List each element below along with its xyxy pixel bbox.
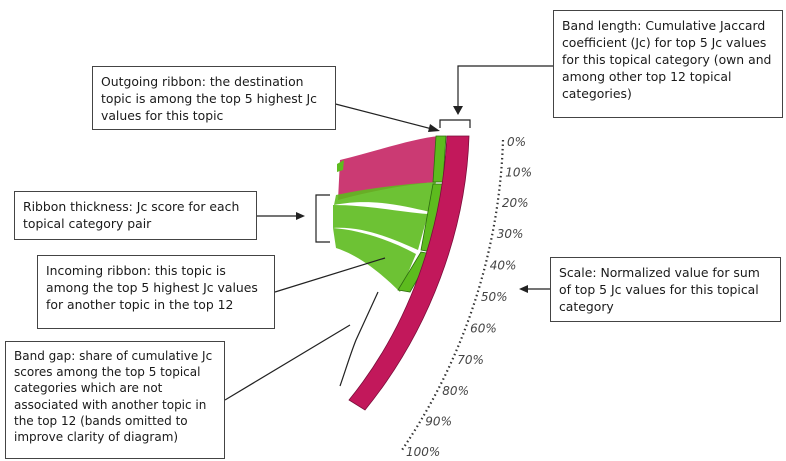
callout-band-gap: Band gap: share of cumulative Jc scores … (5, 341, 225, 459)
outgoing-arrowhead (428, 124, 440, 132)
scale-tick-label: 20% (502, 196, 529, 210)
incoming-ribbon-3 (333, 228, 416, 292)
outgoing-leader (319, 99, 437, 131)
scale-tick-label: 30% (497, 227, 524, 241)
callout-band-length: Band length: Cumulative Jaccard coeffici… (553, 10, 783, 118)
band-gap-bracket (339, 291, 379, 387)
callout-outgoing-ribbon: Outgoing ribbon: the destination topic i… (92, 66, 336, 130)
incoming-ribbon-1 (334, 182, 436, 212)
band-length-arrowhead (453, 106, 463, 115)
scale-tick-label: 10% (505, 165, 532, 179)
scale-tick-label: 100% (406, 445, 440, 459)
callout-scale: Scale: Normalized value for sum of top 5… (550, 257, 781, 322)
incoming-ribbon-2 (333, 205, 428, 250)
callout-band-length-text: Band length: Cumulative Jaccard coeffici… (562, 18, 772, 101)
callout-incoming-ribbon: Incoming ribbon: this topic is among the… (37, 255, 275, 329)
callout-ribbon-thickness-text: Ribbon thickness: Jc score for each topi… (23, 199, 240, 231)
scale-tick-label: 50% (481, 290, 508, 304)
callout-ribbon-thickness: Ribbon thickness: Jc score for each topi… (14, 191, 257, 240)
scale-tick-label: 0% (507, 135, 526, 149)
scale-tick-label: 70% (457, 353, 484, 367)
scale-arc (401, 139, 505, 451)
callout-outgoing-ribbon-text: Outgoing ribbon: the destination topic i… (101, 74, 317, 123)
incoming-ribbon-sliver (337, 160, 344, 172)
thickness-bracket (315, 194, 330, 243)
band-length-leader (457, 65, 555, 110)
callout-scale-text: Scale: Normalized value for sum of top 5… (559, 265, 760, 314)
thickness-arrowhead (296, 212, 305, 220)
incoming-leader (274, 257, 386, 293)
scale-tick-label: 80% (442, 384, 469, 398)
topic-band (348, 135, 470, 411)
callout-band-gap-text: Band gap: share of cumulative Jc scores … (14, 349, 213, 445)
scale-ticks: 0% 10% 20% 30% 40% 50% 60% 70% 80% 90% 100% (406, 135, 532, 459)
scale-tick-label: 60% (470, 322, 497, 336)
scale-tick-label: 40% (490, 259, 517, 273)
scale-arrowhead (519, 285, 528, 293)
callout-incoming-ribbon-text: Incoming ribbon: this topic is among the… (46, 263, 258, 312)
scale-tick-label: 90% (425, 415, 452, 429)
band-gap-leader (224, 324, 351, 401)
band-length-bracket (439, 119, 471, 128)
